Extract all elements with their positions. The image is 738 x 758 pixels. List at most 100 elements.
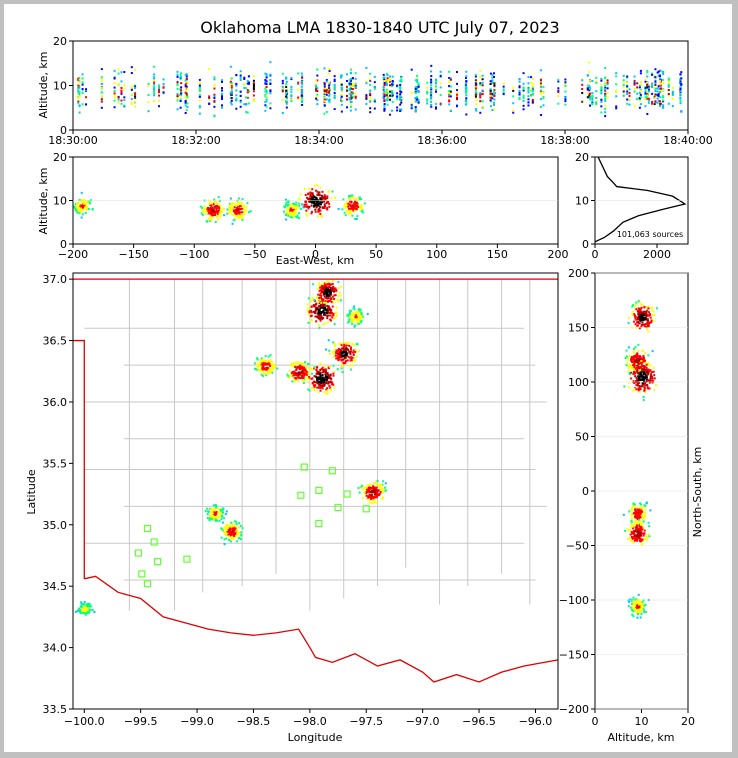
source-point <box>600 100 603 103</box>
source-point <box>600 88 603 91</box>
source-point <box>324 374 327 377</box>
source-point <box>352 312 355 315</box>
source-point <box>301 75 304 78</box>
source-point <box>260 357 263 360</box>
source-point <box>638 518 641 521</box>
plan-view-sources <box>74 280 387 616</box>
source-point <box>481 106 484 109</box>
source-point <box>640 378 643 381</box>
source-point <box>217 211 220 214</box>
source-point <box>354 92 357 95</box>
source-point <box>117 68 120 71</box>
source-point <box>113 92 116 95</box>
source-point <box>332 352 335 355</box>
source-point <box>333 88 336 91</box>
source-point <box>208 217 211 220</box>
source-point <box>352 353 355 356</box>
source-point <box>644 96 647 99</box>
lma-station-marker <box>343 490 351 498</box>
source-point <box>635 510 638 513</box>
source-point <box>319 312 322 315</box>
source-point <box>331 289 334 292</box>
source-point <box>600 92 603 95</box>
source-point <box>338 342 341 345</box>
source-point <box>378 486 381 489</box>
source-point <box>455 98 458 101</box>
source-point <box>391 100 394 103</box>
source-point <box>316 68 319 71</box>
source-point <box>235 94 238 97</box>
source-point <box>639 527 642 530</box>
source-point <box>153 81 156 84</box>
source-point <box>652 319 655 322</box>
ns-tick-label: −100 <box>559 594 589 607</box>
source-point <box>249 210 252 213</box>
source-point <box>464 99 467 102</box>
source-point <box>628 354 631 357</box>
source-point <box>301 80 304 83</box>
source-point <box>644 98 647 101</box>
source-point <box>281 112 284 115</box>
source-point <box>328 202 331 205</box>
source-point <box>622 94 625 97</box>
source-point <box>400 91 403 94</box>
source-point <box>493 84 496 87</box>
source-point <box>333 290 336 293</box>
source-point <box>474 89 477 92</box>
source-point <box>439 103 442 106</box>
source-point <box>243 83 246 86</box>
source-point <box>252 88 255 91</box>
source-point <box>540 113 543 116</box>
source-point <box>629 598 632 601</box>
source-point <box>353 349 356 352</box>
source-point <box>352 343 355 346</box>
source-point <box>241 205 244 208</box>
source-point <box>291 211 294 214</box>
source-point <box>654 87 657 90</box>
source-point <box>644 376 647 379</box>
source-point <box>627 322 630 325</box>
source-point <box>518 89 521 92</box>
source-point <box>375 496 378 499</box>
source-point <box>317 309 320 312</box>
source-point <box>386 80 389 83</box>
source-point <box>213 99 216 102</box>
source-point <box>667 102 670 105</box>
source-point <box>326 280 329 283</box>
source-point <box>464 82 467 85</box>
source-point <box>130 72 133 75</box>
ew-x-tick-label: −200 <box>58 248 88 261</box>
source-point <box>491 109 494 112</box>
source-point <box>581 87 584 90</box>
source-point <box>638 507 641 510</box>
ew-x-tick-label: 0 <box>312 248 319 261</box>
source-point <box>265 360 268 363</box>
source-point <box>239 538 242 541</box>
source-point <box>325 368 328 371</box>
source-point <box>634 519 637 522</box>
time-height-ylabel: Altitude, km <box>37 51 50 118</box>
source-point <box>78 104 81 107</box>
source-point <box>269 107 272 110</box>
ew-altitude-xlabel: East-West, km <box>276 254 354 267</box>
source-point <box>317 381 320 384</box>
source-point <box>640 358 643 361</box>
source-point <box>256 357 259 360</box>
source-point <box>636 92 639 95</box>
source-point <box>564 100 567 103</box>
source-point <box>465 113 468 116</box>
source-point <box>313 198 316 201</box>
source-point <box>180 86 183 89</box>
source-point <box>361 209 364 212</box>
lon-tick-label: −99.0 <box>180 715 214 728</box>
source-point <box>399 103 402 106</box>
source-point <box>654 76 657 79</box>
source-point <box>77 206 80 209</box>
lma-station-marker <box>134 549 143 557</box>
source-point <box>320 311 323 314</box>
source-point <box>371 499 374 502</box>
source-point <box>301 76 304 79</box>
source-point <box>680 83 683 86</box>
source-point <box>185 92 188 95</box>
source-point <box>591 99 594 102</box>
